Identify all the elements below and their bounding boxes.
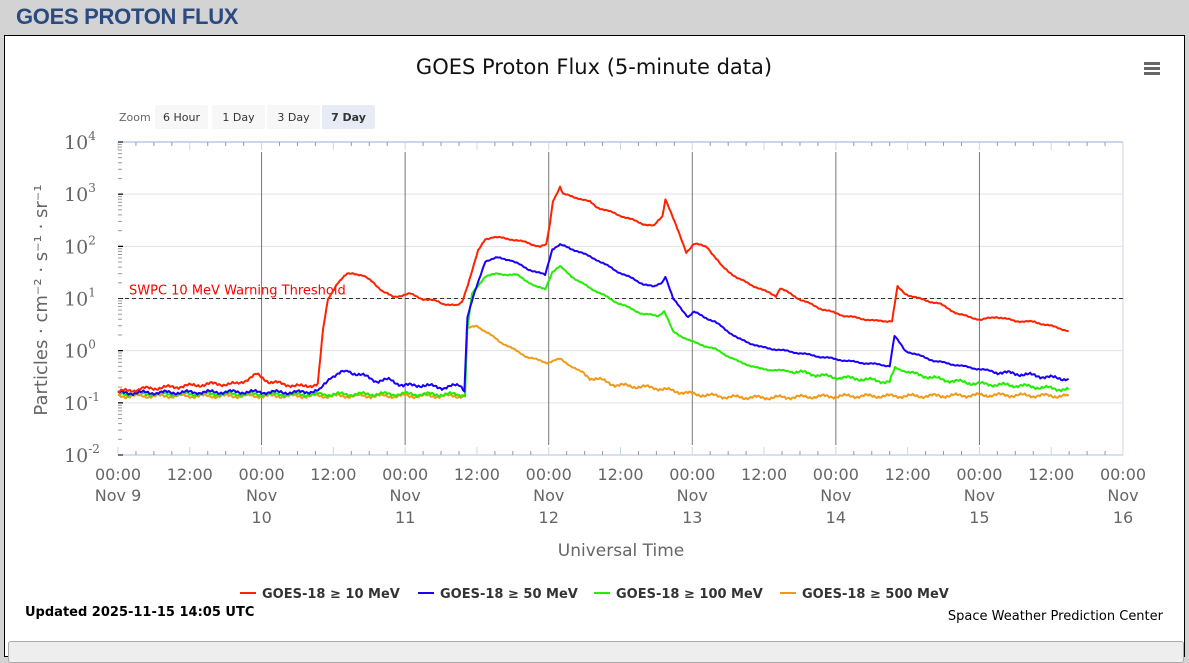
x-tick-time: 00:00 bbox=[813, 465, 859, 484]
y-tick-label: 101 bbox=[64, 286, 96, 311]
x-tick-time: 00:00 bbox=[526, 465, 572, 484]
y-tick-label: 104 bbox=[64, 129, 96, 154]
x-tick-month: Nov bbox=[246, 486, 277, 505]
y-tick-exponent: 1 bbox=[88, 286, 96, 300]
zoom-button-label: 3 Day bbox=[277, 111, 310, 124]
x-tick-day: 16 bbox=[1113, 508, 1133, 527]
x-tick-time: 00:00 bbox=[95, 465, 141, 484]
x-tick-month: Nov bbox=[964, 486, 995, 505]
zoom-label: Zoom bbox=[119, 111, 151, 124]
x-tick-time: 12:00 bbox=[741, 465, 787, 484]
hamburger-menu-icon[interactable] bbox=[1140, 58, 1164, 80]
series-line-1 bbox=[117, 243, 1070, 396]
threshold-label: SWPC 10 MeV Warning Threshold bbox=[129, 284, 346, 299]
credit-text: Space Weather Prediction Center bbox=[948, 609, 1164, 624]
y-tick-base: 10 bbox=[64, 236, 88, 258]
y-tick-exponent: -1 bbox=[88, 390, 100, 404]
chart-panel bbox=[4, 35, 1185, 657]
x-tick-time: 12:00 bbox=[597, 465, 643, 484]
y-tick-exponent: 0 bbox=[88, 338, 96, 352]
chart-title: GOES Proton Flux (5-minute data) bbox=[416, 55, 772, 79]
y-tick-label: 102 bbox=[64, 233, 96, 258]
x-tick-month: Nov bbox=[820, 486, 851, 505]
zoom-button-label: 7 Day bbox=[331, 111, 366, 124]
page-header: GOES PROTON FLUX bbox=[0, 0, 1189, 35]
y-tick-base: 10 bbox=[64, 132, 88, 154]
legend-label: GOES-18 ≥ 500 MeV bbox=[802, 587, 949, 602]
legend-item-0[interactable]: GOES-18 ≥ 10 MeV bbox=[240, 587, 400, 602]
zoom-button-6-hour[interactable]: 6 Hour bbox=[155, 105, 208, 129]
proton-flux-chart: GOES Proton Flux (5-minute data) Zoom 6 … bbox=[25, 55, 1164, 624]
x-tick-time: 12:00 bbox=[167, 465, 213, 484]
y-axis-title: Particles · cm⁻² · s⁻¹ · sr⁻¹ bbox=[31, 184, 52, 415]
y-tick-base: 10 bbox=[64, 393, 88, 415]
x-tick-time: 00:00 bbox=[1100, 465, 1146, 484]
legend-item-2[interactable]: GOES-18 ≥ 100 MeV bbox=[594, 587, 763, 602]
page-title: GOES PROTON FLUX bbox=[16, 4, 239, 29]
x-tick-time: 00:00 bbox=[382, 465, 428, 484]
x-tick-month: Nov bbox=[390, 486, 421, 505]
y-tick-exponent: 4 bbox=[88, 129, 96, 143]
y-tick-base: 10 bbox=[64, 341, 88, 363]
series-line-2 bbox=[117, 265, 1070, 398]
x-tick-day: 11 bbox=[395, 508, 415, 527]
y-tick-label: 103 bbox=[64, 181, 96, 206]
y-tick-label: 100 bbox=[64, 338, 96, 363]
y-tick-base: 10 bbox=[64, 184, 88, 206]
zoom-button-3-day[interactable]: 3 Day bbox=[267, 105, 320, 129]
legend-item-1[interactable]: GOES-18 ≥ 50 MeV bbox=[418, 587, 578, 602]
x-tick-day: 15 bbox=[969, 508, 989, 527]
legend-item-3[interactable]: GOES-18 ≥ 500 MeV bbox=[780, 587, 949, 602]
x-tick-month: Nov bbox=[677, 486, 708, 505]
y-tick-base: 10 bbox=[64, 289, 88, 311]
zoom-button-7-day[interactable]: 7 Day bbox=[322, 105, 375, 129]
x-tick-time: 00:00 bbox=[956, 465, 1002, 484]
y-tick-base: 10 bbox=[64, 445, 88, 467]
series-line-0 bbox=[118, 185, 1069, 393]
y-tick-label: 10-2 bbox=[64, 442, 100, 467]
legend-label: GOES-18 ≥ 50 MeV bbox=[440, 587, 578, 602]
x-tick-day: 12 bbox=[539, 508, 559, 527]
x-tick-day: 10 bbox=[251, 508, 271, 527]
x-tick-day: 14 bbox=[826, 508, 846, 527]
series-line-3 bbox=[118, 324, 1070, 401]
x-tick-time: 12:00 bbox=[1028, 465, 1074, 484]
x-tick-month: Nov bbox=[533, 486, 564, 505]
x-tick-time: 00:00 bbox=[669, 465, 715, 484]
updated-timestamp: Updated 2025-11-15 14:05 UTC bbox=[25, 605, 254, 620]
zoom-button-label: 1 Day bbox=[222, 111, 255, 124]
legend-label: GOES-18 ≥ 100 MeV bbox=[616, 587, 763, 602]
x-axis-title: Universal Time bbox=[558, 541, 684, 561]
x-tick-time: 00:00 bbox=[239, 465, 285, 484]
y-tick-exponent: 2 bbox=[88, 233, 96, 247]
x-tick-time: 12:00 bbox=[310, 465, 356, 484]
y-tick-label: 10-1 bbox=[64, 390, 100, 415]
x-tick-time: 12:00 bbox=[454, 465, 500, 484]
x-tick-day: 13 bbox=[682, 508, 702, 527]
legend-label: GOES-18 ≥ 10 MeV bbox=[262, 587, 400, 602]
x-tick-month: Nov bbox=[1107, 486, 1138, 505]
zoom-button-1-day[interactable]: 1 Day bbox=[212, 105, 265, 129]
x-tick-time: 12:00 bbox=[885, 465, 931, 484]
y-tick-exponent: 3 bbox=[88, 181, 96, 195]
x-tick-month: Nov 9 bbox=[95, 486, 142, 505]
zoom-button-label: 6 Hour bbox=[163, 111, 200, 124]
y-tick-exponent: -2 bbox=[88, 442, 100, 456]
